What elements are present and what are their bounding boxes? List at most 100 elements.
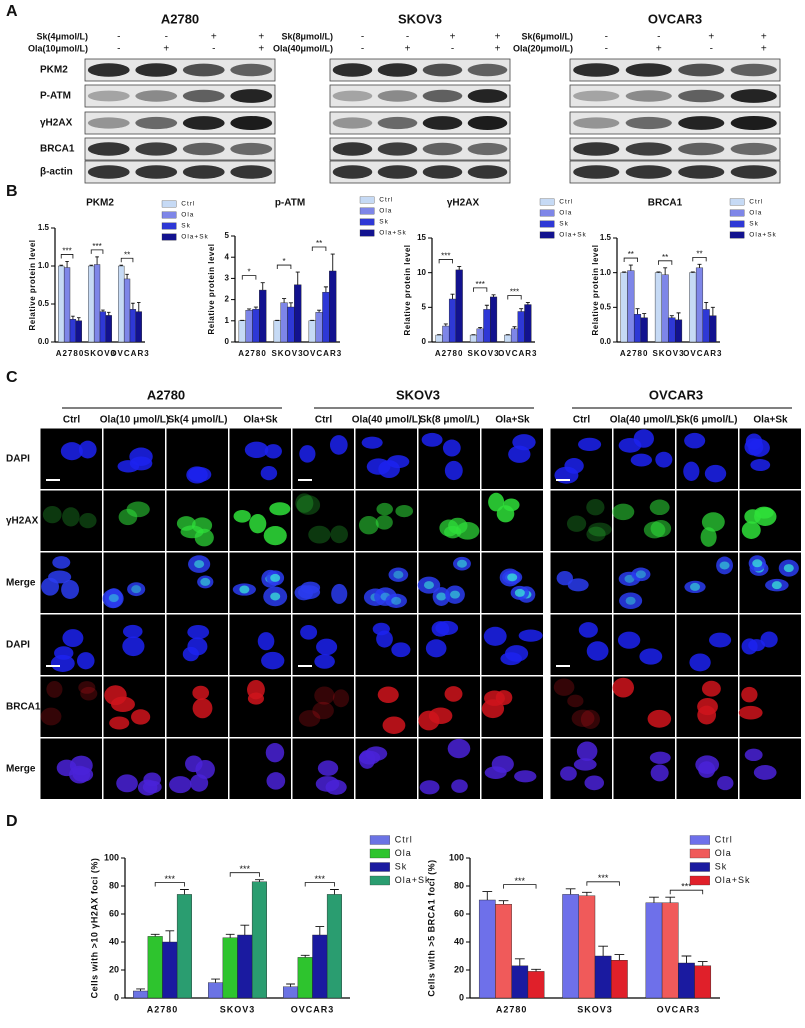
- nucleus: [332, 689, 350, 708]
- legend-label: Sk: [749, 221, 759, 228]
- blot-band: [467, 165, 508, 179]
- error-bar: [663, 267, 668, 275]
- error-bar: [565, 888, 576, 895]
- error-bar: [253, 306, 258, 310]
- legend-swatch: [689, 862, 710, 872]
- bar: [118, 265, 125, 343]
- bar: [448, 298, 457, 343]
- error-bar: [300, 954, 310, 958]
- blot-band: [678, 89, 725, 103]
- blot-band: [625, 165, 672, 179]
- legend-label: Ctrl: [749, 199, 763, 206]
- legend-swatch: [729, 220, 745, 228]
- nucleus: [647, 709, 672, 728]
- blot-band: [678, 116, 725, 130]
- nucleus: [689, 653, 711, 672]
- nucleus: [62, 629, 84, 647]
- legend-label: Ola: [395, 848, 412, 858]
- column-header: Ola+Sk: [243, 415, 278, 426]
- error-bar: [443, 323, 448, 327]
- nucleus: [741, 521, 761, 539]
- legend-swatch: [539, 231, 555, 239]
- nucleus: [709, 632, 732, 648]
- error-bar: [286, 983, 295, 987]
- micrograph: [550, 490, 612, 551]
- nucleus: [46, 680, 63, 698]
- blot-band: [87, 117, 130, 129]
- foci: [752, 559, 763, 568]
- nucleus: [649, 751, 671, 764]
- blot-band: [230, 142, 273, 156]
- nucleus: [329, 435, 348, 455]
- x-tick-label: SKOV3: [467, 349, 499, 358]
- panel-label: D: [6, 813, 18, 830]
- error-bar: [282, 298, 287, 303]
- blot-band: [182, 63, 225, 77]
- treatment-sign: -: [361, 44, 364, 55]
- bar: [322, 291, 330, 343]
- significance-label: **: [124, 250, 130, 259]
- bar: [297, 957, 313, 999]
- error-bar: [107, 311, 111, 316]
- chart-title: p-ATM: [275, 198, 305, 209]
- bar: [594, 955, 612, 999]
- treatment-sign: -: [212, 44, 215, 55]
- treatment-sign: -: [361, 32, 364, 43]
- y-tick-label: 0.0: [38, 337, 50, 346]
- treatment-label: Sk(6μmol/L): [521, 31, 573, 41]
- nucleus: [655, 451, 673, 468]
- bar: [162, 941, 178, 999]
- error-bar: [211, 978, 220, 983]
- legend-swatch: [689, 848, 710, 859]
- nucleus: [325, 779, 347, 795]
- y-axis-label: Relative protein level: [28, 239, 37, 330]
- row-label: BRCA1: [6, 702, 41, 713]
- nucleus: [748, 438, 770, 457]
- blot-band: [332, 165, 373, 179]
- y-tick-label: 0: [225, 337, 230, 346]
- microscopy-group-title: SKOV3: [396, 387, 440, 402]
- treatment-sign: -: [605, 32, 608, 43]
- nucleus: [188, 466, 212, 482]
- blot-strip: [569, 137, 781, 161]
- row-label: DAPI: [6, 454, 30, 465]
- error-bar: [240, 924, 250, 935]
- error-bar: [150, 933, 160, 937]
- nucleus: [567, 578, 589, 592]
- error-bar: [656, 271, 661, 273]
- legend-label: Ctrl: [395, 834, 413, 844]
- nucleus: [79, 512, 97, 529]
- chart-title: BRCA1: [648, 198, 683, 209]
- nucleus: [61, 579, 80, 600]
- micrograph: [355, 738, 417, 799]
- significance-label: ***: [510, 288, 519, 297]
- legend-label: Sk: [395, 861, 408, 871]
- bar: [176, 894, 192, 999]
- bar: [123, 278, 131, 343]
- blot-band: [422, 89, 463, 103]
- blot-band: [377, 116, 418, 130]
- y-tick-label: 0.0: [600, 337, 612, 346]
- nucleus: [257, 632, 275, 651]
- nucleus: [444, 460, 463, 481]
- nucleus: [684, 432, 706, 449]
- nucleus: [701, 512, 725, 532]
- blot-strip: [84, 84, 276, 108]
- error-bar: [330, 253, 335, 271]
- foci: [393, 570, 404, 579]
- y-tick-label: 100: [104, 852, 119, 862]
- foci: [270, 592, 281, 601]
- nucleus: [314, 686, 335, 705]
- blot-band: [467, 142, 508, 156]
- nucleus: [388, 567, 409, 582]
- error-bar: [317, 309, 322, 313]
- foci: [449, 590, 460, 599]
- blot-band: [730, 142, 777, 156]
- treatment-label: Ola(40μmol/L): [273, 43, 333, 53]
- nucleus: [233, 509, 251, 523]
- nucleus: [700, 527, 717, 547]
- nucleus: [564, 458, 584, 474]
- legend-swatch: [729, 231, 745, 239]
- bar: [294, 284, 302, 343]
- x-tick-label: A2780: [238, 349, 267, 358]
